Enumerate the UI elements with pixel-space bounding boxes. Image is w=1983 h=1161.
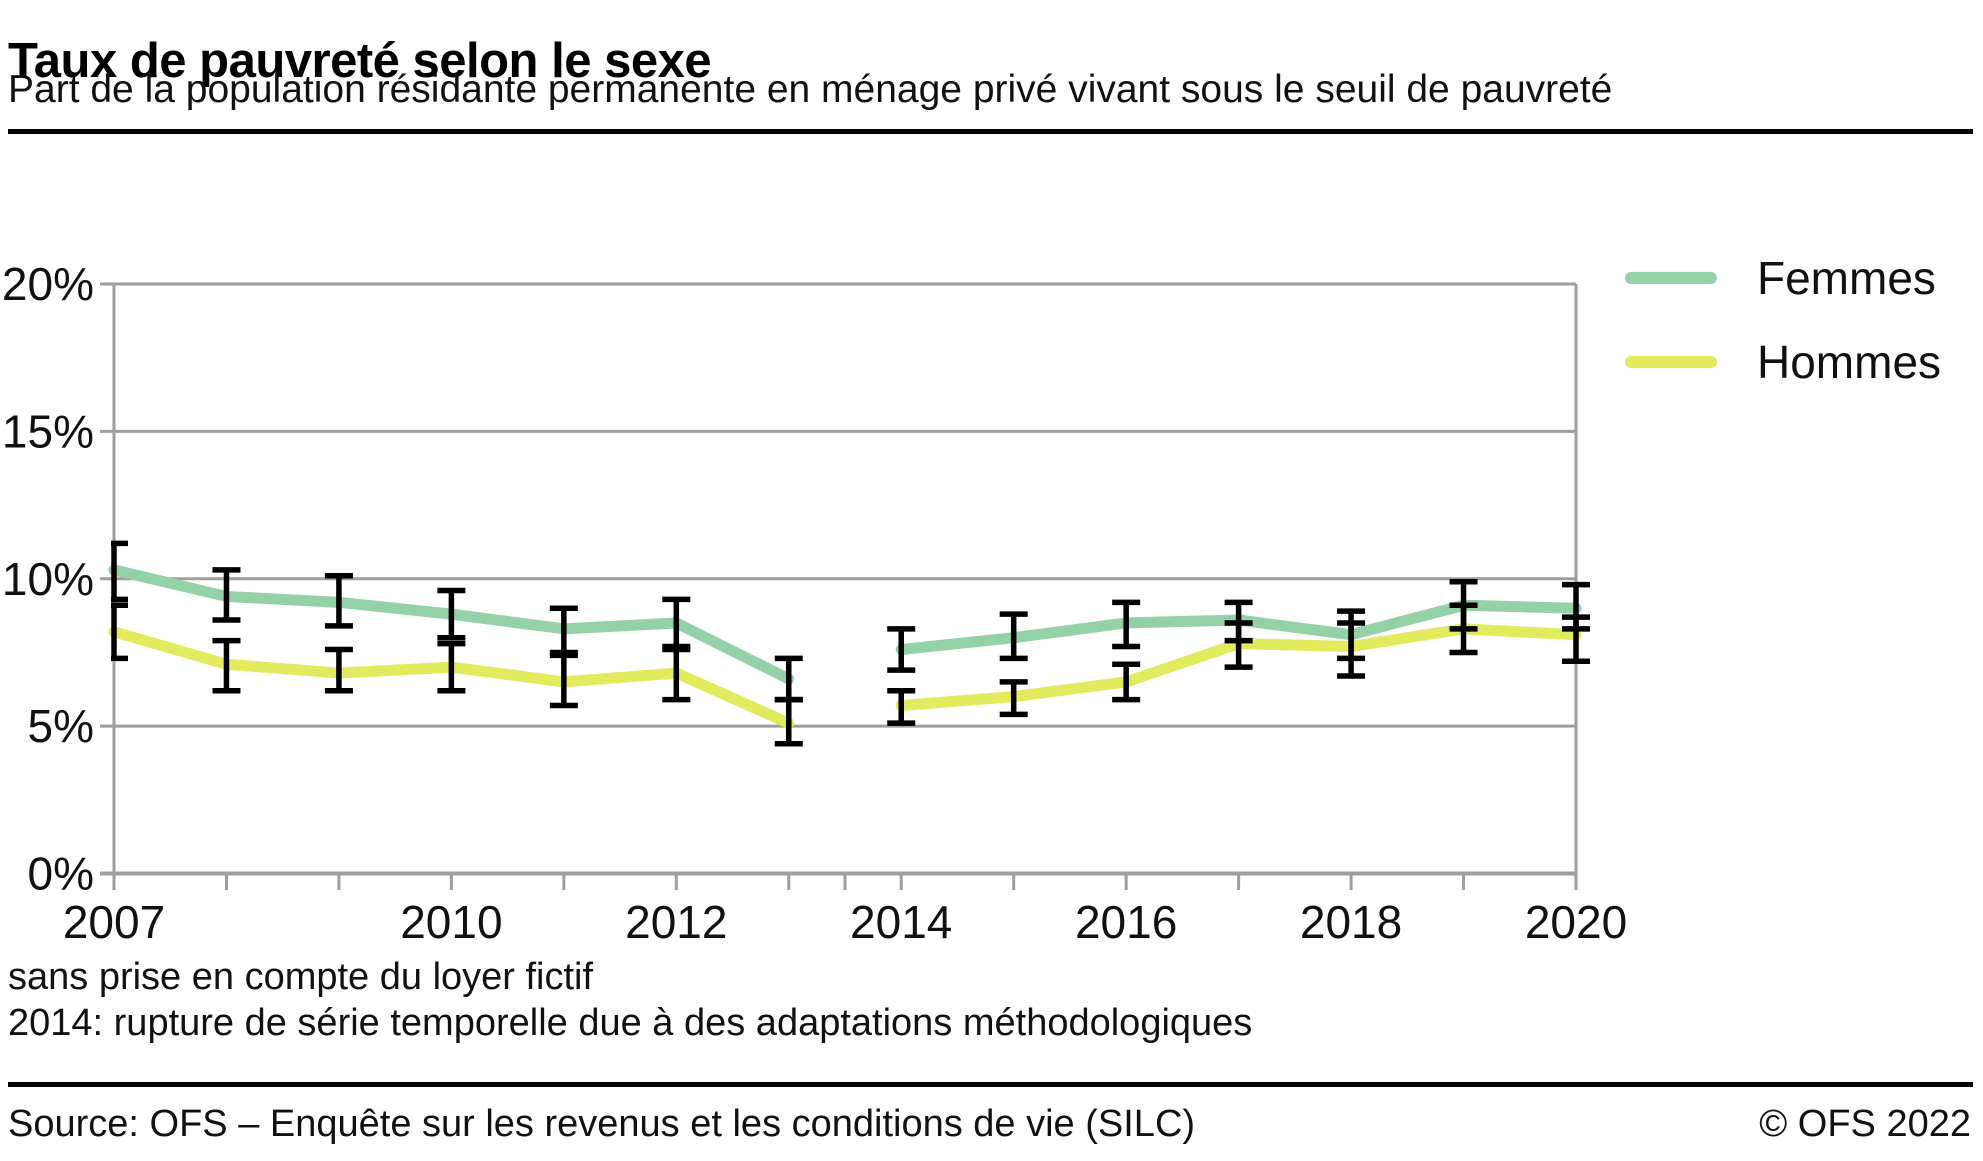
- hommes-ci-2009: [324, 646, 353, 694]
- y-tick-label-15: 15%: [2, 405, 94, 457]
- page-title: Taux de pauvreté selon le sexe: [8, 33, 712, 88]
- y-tick-label-0: 0%: [28, 848, 94, 900]
- error-bars: [111, 540, 1590, 747]
- footnote-imputed-rent: sans prise en compte du loyer fictif: [8, 956, 594, 998]
- hommes-ci-2008: [212, 637, 241, 694]
- femmes-ci-2009: [324, 573, 353, 629]
- hommes-ci-2014: [887, 688, 916, 726]
- femmes-ci-2007: [111, 540, 128, 603]
- hommes-ci-2016: [1112, 661, 1141, 703]
- x-tick-label-2014: 2014: [850, 896, 952, 948]
- source-text: Source: OFS – Enquête sur les revenus et…: [8, 1103, 1196, 1145]
- hommes-ci-2013: [774, 696, 803, 747]
- x-tick-label-2012: 2012: [625, 896, 727, 948]
- top-divider: [8, 129, 1973, 134]
- hommes-ci-2012: [662, 646, 691, 703]
- femmes-ci-2011: [549, 605, 578, 656]
- y-tick-label-5: 5%: [28, 700, 94, 752]
- femmes-ci-2015: [999, 611, 1028, 662]
- y-tick-label-20: 20%: [2, 258, 94, 310]
- hommes-line-swatch-icon: [1625, 356, 1717, 368]
- page-subtitle: Part de la population résidante permanen…: [8, 68, 1613, 111]
- hommes-ci-2007: [111, 602, 128, 662]
- legend-item-hommes: Hommes: [1625, 334, 1941, 390]
- femmes-ci-2014: [887, 626, 916, 673]
- hommes-ci-2020: [1562, 614, 1590, 665]
- copyright-text: © OFS 2022: [1759, 1103, 1971, 1145]
- footnote-series-break: 2014: rupture de série temporelle due à …: [8, 1002, 1253, 1044]
- y-tick-label-10: 10%: [2, 553, 94, 605]
- hommes-ci-2019: [1449, 602, 1478, 656]
- bottom-divider: [8, 1082, 1973, 1087]
- femmes-line-swatch-icon: [1625, 272, 1717, 284]
- legend-item-femmes: Femmes: [1625, 250, 1936, 306]
- x-tick-label-2010: 2010: [400, 896, 502, 948]
- femmes-ci-2012: [662, 596, 691, 650]
- x-tick-label-2007: 2007: [63, 896, 165, 948]
- hommes-ci-2015: [999, 679, 1028, 718]
- femmes-ci-2016: [1112, 599, 1141, 650]
- x-tick-label-2020: 2020: [1525, 896, 1627, 948]
- x-tick-label-2016: 2016: [1075, 896, 1177, 948]
- legend-label-femmes: Femmes: [1757, 252, 1936, 304]
- legend-label-hommes: Hommes: [1757, 336, 1942, 388]
- x-tick-label-2018: 2018: [1300, 896, 1402, 948]
- femmes-ci-2008: [212, 567, 241, 623]
- hommes-ci-2017: [1224, 620, 1253, 670]
- hommes-ci-2010: [437, 640, 466, 694]
- hommes-ci-2018: [1337, 620, 1366, 679]
- hommes-ci-2011: [549, 652, 578, 709]
- source-bar: Source: OFS – Enquête sur les revenus et…: [8, 1103, 1971, 1146]
- femmes-ci-2010: [437, 587, 466, 641]
